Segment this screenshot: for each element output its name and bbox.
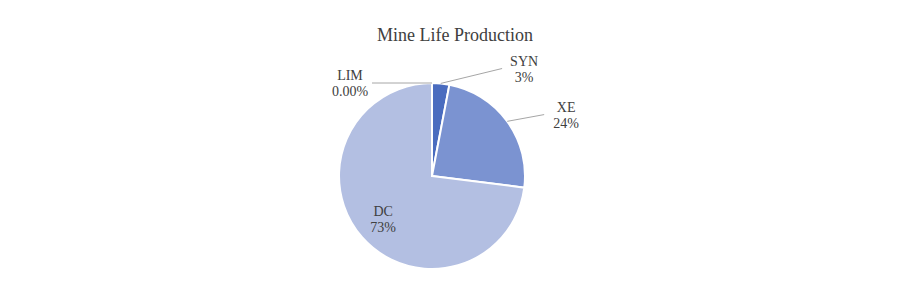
chart: Mine Life Production LIM0.00% SYN3% XE24% DC… [0,0,900,303]
slice-value: 3% [515,70,534,85]
data-labels: LIM0.00% SYN3% XE24% DC73% [332,54,579,236]
slices [339,83,525,269]
leader-line [441,69,502,84]
slice-value: 24% [553,116,579,131]
slice-value: 0.00% [332,84,369,99]
background [0,0,900,303]
leader-line [372,83,432,84]
slice-label: LIM [337,68,363,83]
pie-slice [432,85,525,188]
slice-label: DC [373,204,392,219]
slice-value: 73% [370,220,396,235]
leader-line [507,115,544,122]
slice-label: XE [557,100,576,115]
pie-slice [339,83,524,269]
title: Mine Life Production [377,25,533,45]
slice-label: SYN [510,54,538,69]
